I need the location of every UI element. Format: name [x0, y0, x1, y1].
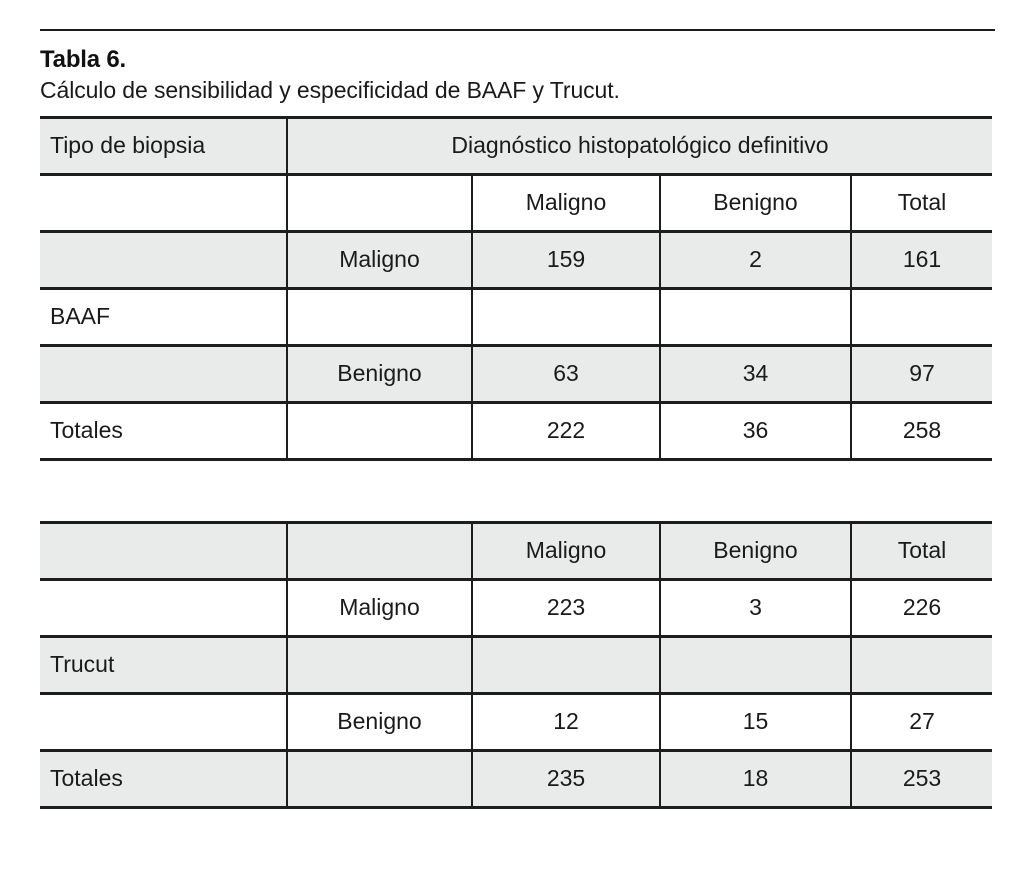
cell-total: 27: [850, 693, 992, 752]
column-header-maligno: Maligno: [471, 522, 660, 581]
row-category: [286, 750, 472, 808]
column-header-total: Total: [850, 522, 992, 581]
cell-total: 97: [850, 345, 992, 404]
cell-benigno: 2: [659, 231, 851, 290]
column-header-blank-1: [40, 174, 287, 233]
cell-total: 226: [850, 579, 992, 638]
row-label: Trucut: [40, 636, 287, 695]
cell-maligno: [471, 636, 660, 695]
table-row-totals: Totales 222 36 258: [40, 402, 992, 460]
row-label: BAAF: [40, 288, 287, 347]
row-label: [40, 231, 287, 290]
column-header-maligno: Maligno: [471, 174, 660, 233]
table-trucut: Maligno Benigno Total Maligno 223 3 226 …: [40, 520, 992, 809]
table-row: BAAF: [40, 288, 992, 347]
row-category: Benigno: [286, 693, 472, 752]
header-cell-biopsy-type: Tipo de biopsia: [40, 117, 287, 176]
row-category: Maligno: [286, 579, 472, 638]
row-category: Maligno: [286, 231, 472, 290]
column-header-blank-2: [286, 174, 472, 233]
row-label: [40, 345, 287, 404]
cell-maligno: 159: [471, 231, 660, 290]
table-baaf: Tipo de biopsia Diagnóstico histopatológ…: [40, 115, 992, 461]
table-row-supercolumn-header: Tipo de biopsia Diagnóstico histopatológ…: [40, 117, 992, 176]
table-caption: Tabla 6. Cálculo de sensibilidad y espec…: [40, 31, 995, 116]
row-label: Totales: [40, 402, 287, 460]
cell-maligno: [471, 288, 660, 347]
column-header-benigno: Benigno: [659, 522, 851, 581]
table-row: Trucut: [40, 636, 992, 695]
header-cell-diagnosis: Diagnóstico histopatológico definitivo: [286, 117, 992, 176]
table-content-area: Tabla 6. Cálculo de sensibilidad y espec…: [40, 29, 995, 809]
row-category: [286, 636, 472, 695]
table-row-column-headers: Maligno Benigno Total: [40, 174, 992, 233]
top-horizontal-rule: [40, 29, 995, 31]
cell-total: [850, 288, 992, 347]
row-label: [40, 579, 287, 638]
cell-total: [850, 636, 992, 695]
cell-maligno: 223: [471, 579, 660, 638]
table-row: Maligno 159 2 161: [40, 231, 992, 290]
table-row: Benigno 12 15 27: [40, 693, 992, 752]
cell-benigno: 18: [659, 750, 851, 808]
cell-benigno: 15: [659, 693, 851, 752]
caption-description: Cálculo de sensibilidad y especificidad …: [40, 77, 620, 104]
cell-total: 253: [850, 750, 992, 808]
table-separator-gap: [40, 461, 995, 521]
caption-label: Tabla 6.: [40, 46, 126, 73]
row-category: [286, 402, 472, 460]
cell-maligno: 63: [471, 345, 660, 404]
column-header-blank-1: [40, 522, 287, 581]
cell-benigno: [659, 288, 851, 347]
cell-benigno: 34: [659, 345, 851, 404]
row-label: Totales: [40, 750, 287, 808]
cell-maligno: 222: [471, 402, 660, 460]
cell-benigno: [659, 636, 851, 695]
row-category: Benigno: [286, 345, 472, 404]
table-row: Maligno 223 3 226: [40, 579, 992, 638]
cell-total: 161: [850, 231, 992, 290]
row-label: [40, 693, 287, 752]
cell-total: 258: [850, 402, 992, 460]
table-row: Benigno 63 34 97: [40, 345, 992, 404]
row-category: [286, 288, 472, 347]
table-row-column-headers: Maligno Benigno Total: [40, 522, 992, 581]
column-header-benigno: Benigno: [659, 174, 851, 233]
column-header-blank-2: [286, 522, 472, 581]
cell-benigno: 36: [659, 402, 851, 460]
column-header-total: Total: [850, 174, 992, 233]
cell-benigno: 3: [659, 579, 851, 638]
cell-maligno: 12: [471, 693, 660, 752]
table-row-totals: Totales 235 18 253: [40, 750, 992, 808]
cell-maligno: 235: [471, 750, 660, 808]
